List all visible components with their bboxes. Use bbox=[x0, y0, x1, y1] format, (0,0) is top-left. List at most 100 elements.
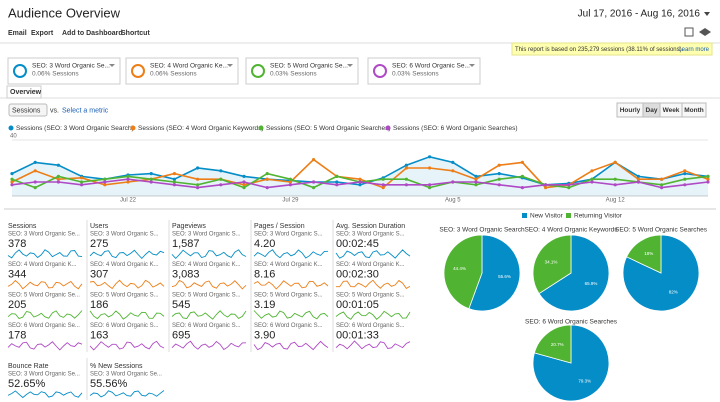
legend-dot bbox=[258, 125, 264, 131]
point bbox=[660, 186, 664, 190]
tile-segment: SEO: 3 Word Organic Se... bbox=[90, 372, 162, 378]
point bbox=[80, 176, 84, 180]
point bbox=[172, 183, 176, 187]
y-tick-label: 40 bbox=[10, 134, 17, 140]
segment-dot bbox=[251, 64, 265, 78]
select-metric-link[interactable]: Select a metric bbox=[62, 107, 109, 114]
toolbar-button[interactable]: Export bbox=[31, 30, 54, 37]
point bbox=[335, 180, 339, 184]
pie-slice bbox=[532, 324, 610, 402]
tile-segment: SEO: 5 Word Organic S... bbox=[90, 293, 159, 299]
point bbox=[56, 174, 61, 178]
x-tick-label: Jul 29 bbox=[282, 198, 299, 204]
qr-icon[interactable] bbox=[684, 27, 694, 37]
tile-title: Bounce Rate bbox=[8, 363, 49, 370]
notice-text: This report is based on 235,279 sessions… bbox=[515, 47, 684, 53]
tile-segment: SEO: 5 Word Organic S... bbox=[336, 293, 405, 299]
point bbox=[404, 163, 408, 167]
tile-value: 307 bbox=[90, 268, 108, 280]
tab[interactable] bbox=[6, 85, 42, 99]
granularity-button[interactable] bbox=[681, 102, 707, 118]
legend-label: Sessions (SEO: 4 Word Organic Keywords) bbox=[138, 125, 264, 132]
pie-value-label: 20.7% bbox=[551, 342, 564, 347]
point bbox=[451, 169, 455, 173]
point bbox=[660, 177, 664, 181]
pie-value-label: 18% bbox=[644, 251, 653, 256]
point bbox=[544, 183, 548, 187]
pie-title: SEO: 3 Word Organic Search bbox=[439, 227, 525, 234]
tile-value: 8.16 bbox=[254, 268, 275, 280]
point bbox=[196, 183, 200, 187]
sparkline bbox=[89, 310, 165, 320]
point bbox=[683, 183, 687, 187]
x-tick-label: Jul 22 bbox=[120, 198, 137, 204]
education-icon[interactable] bbox=[699, 28, 711, 36]
sparkline bbox=[336, 279, 411, 289]
point bbox=[613, 177, 617, 181]
segment-caret[interactable] bbox=[227, 64, 233, 67]
tile-value: 378 bbox=[8, 238, 26, 250]
sparkline bbox=[89, 340, 165, 351]
sparkline bbox=[171, 310, 247, 320]
point bbox=[103, 180, 107, 184]
pie-title: SEO: 4 Word Organic Keywords bbox=[524, 227, 618, 234]
tile-value: 695 bbox=[172, 329, 190, 341]
point bbox=[288, 177, 292, 181]
point bbox=[683, 177, 687, 181]
date-range[interactable]: Jul 17, 2016 - Aug 16, 2016 bbox=[578, 9, 701, 20]
segment-share: 0.03% Sessions bbox=[392, 71, 439, 78]
point bbox=[103, 183, 107, 187]
point bbox=[451, 180, 455, 184]
point bbox=[242, 183, 246, 187]
pie-title: SEO: 5 Word Organic Searches bbox=[615, 227, 708, 234]
tile-segment: SEO: 6 Word Organic S... bbox=[336, 323, 405, 329]
point bbox=[428, 155, 432, 159]
date-caret[interactable] bbox=[704, 12, 710, 16]
point bbox=[381, 186, 385, 190]
point bbox=[172, 177, 176, 181]
point bbox=[172, 180, 176, 184]
point bbox=[196, 177, 200, 181]
point bbox=[149, 177, 153, 181]
sparkline bbox=[89, 279, 165, 290]
pie-legend-swatch bbox=[522, 213, 527, 218]
tile-segment: SEO: 3 Word Organic Se... bbox=[8, 232, 80, 238]
pie-legend-swatch bbox=[566, 213, 571, 218]
point bbox=[242, 174, 246, 178]
point bbox=[196, 186, 200, 190]
sparkline bbox=[171, 249, 247, 260]
sparkline bbox=[253, 249, 329, 259]
tile-value: 00:01:05 bbox=[336, 299, 379, 311]
tile-value: 163 bbox=[90, 329, 108, 341]
point bbox=[149, 172, 153, 176]
tile-value: 178 bbox=[8, 329, 26, 341]
pie-value-label: 44.4% bbox=[453, 266, 466, 271]
pie-slice bbox=[626, 234, 662, 274]
legend-label: Sessions (SEO: 6 Word Organic Searches) bbox=[393, 125, 518, 132]
tile-title: Pageviews bbox=[172, 223, 206, 230]
tile-value: 3.90 bbox=[254, 329, 275, 341]
notice-link[interactable]: Learn more bbox=[678, 47, 709, 53]
segment-caret[interactable] bbox=[347, 64, 353, 67]
point bbox=[80, 183, 84, 187]
segment-caret[interactable] bbox=[469, 64, 475, 67]
tile-title: Pages / Session bbox=[254, 223, 305, 230]
toolbar-button[interactable]: Shortcut bbox=[121, 30, 150, 37]
point bbox=[474, 177, 478, 181]
segment-name: SEO: 5 Word Organic Se... bbox=[270, 63, 348, 70]
tile-value: 275 bbox=[90, 238, 108, 250]
segment-name: SEO: 4 Word Organic Ke... bbox=[150, 63, 228, 70]
point bbox=[242, 186, 246, 190]
tile-value: 1,587 bbox=[172, 238, 200, 250]
metric-dropdown[interactable] bbox=[8, 103, 48, 117]
page-title: Audience Overview bbox=[8, 5, 121, 20]
segment-name: SEO: 3 Word Organic Se... bbox=[32, 63, 110, 70]
point bbox=[288, 180, 292, 184]
toolbar-button[interactable]: Add to Dashboard bbox=[62, 30, 123, 37]
segment-caret[interactable] bbox=[109, 64, 115, 67]
point bbox=[706, 174, 710, 178]
toolbar-button[interactable]: Email bbox=[8, 30, 27, 37]
point bbox=[660, 183, 664, 187]
tile-segment: SEO: 5 Word Organic S... bbox=[254, 293, 323, 299]
point bbox=[33, 160, 37, 164]
